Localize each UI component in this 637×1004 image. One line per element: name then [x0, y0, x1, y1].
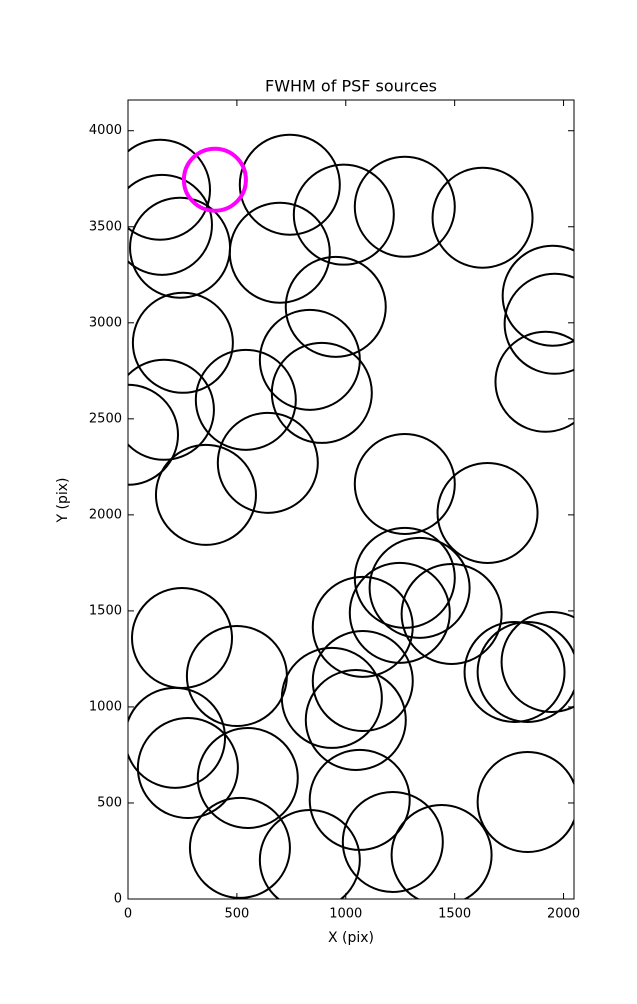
- psf-source: [188, 796, 291, 899]
- y-tick-label: 4000: [89, 123, 122, 138]
- x-tick-label: 2000: [547, 907, 580, 922]
- psf-source: [136, 717, 239, 820]
- psf-source: [494, 330, 574, 433]
- x-tick-label: 0: [124, 907, 132, 922]
- y-tick-label: 1500: [89, 603, 122, 618]
- psf-source: [476, 751, 574, 853]
- psf-source: [128, 686, 227, 789]
- psf-source: [368, 536, 471, 639]
- psf-source: [128, 358, 215, 461]
- psf-source: [353, 155, 456, 258]
- psf-source: [311, 630, 414, 733]
- psf-source: [500, 611, 574, 713]
- psf-source: [238, 133, 341, 236]
- y-tick-label: 2000: [89, 507, 122, 522]
- psf-source: [341, 790, 444, 893]
- psf-source: [270, 341, 373, 444]
- highlighted-source: [181, 146, 248, 213]
- psf-source: [128, 138, 211, 241]
- psf-source: [131, 291, 234, 394]
- psf-source: [194, 348, 297, 451]
- x-tick-label: 1000: [329, 907, 362, 922]
- y-tick-label: 500: [97, 795, 122, 810]
- psf-source: [292, 163, 395, 266]
- psf-source: [501, 244, 574, 347]
- psf-source: [390, 804, 493, 899]
- psf-source: [258, 809, 361, 899]
- psf-source: [503, 272, 574, 375]
- y-tick-label: 2500: [89, 411, 122, 426]
- psf-source: [431, 166, 534, 269]
- psf-source: [128, 383, 179, 486]
- psf-source: [348, 561, 451, 664]
- psf-source: [128, 173, 213, 276]
- psf-source: [311, 575, 414, 678]
- psf-source: [463, 620, 566, 723]
- psf-source: [154, 443, 257, 546]
- x-tick-label: 1500: [438, 907, 471, 922]
- chart-title: FWHM of PSF sources: [265, 77, 437, 96]
- y-tick-label: 0: [114, 892, 122, 907]
- plot-area: [128, 133, 574, 899]
- psf-source: [280, 646, 383, 749]
- psf-source: [196, 726, 299, 829]
- psf-source: [284, 255, 387, 358]
- y-axis-label: Y (pix): [55, 478, 71, 524]
- psf-source: [216, 411, 319, 514]
- psf-source: [400, 562, 503, 665]
- psf-source: [476, 620, 574, 723]
- x-axis-label: X (pix): [328, 930, 374, 946]
- axes-frame: [127, 99, 575, 900]
- psf-source: [436, 461, 539, 564]
- y-tick-label: 3500: [89, 219, 122, 234]
- y-tick-label: 1000: [89, 699, 122, 714]
- psf-source: [228, 201, 331, 304]
- psf-source: [304, 668, 407, 771]
- y-tick-label: 3000: [89, 315, 122, 330]
- psf-source: [353, 432, 456, 535]
- x-tick-label: 500: [224, 907, 249, 922]
